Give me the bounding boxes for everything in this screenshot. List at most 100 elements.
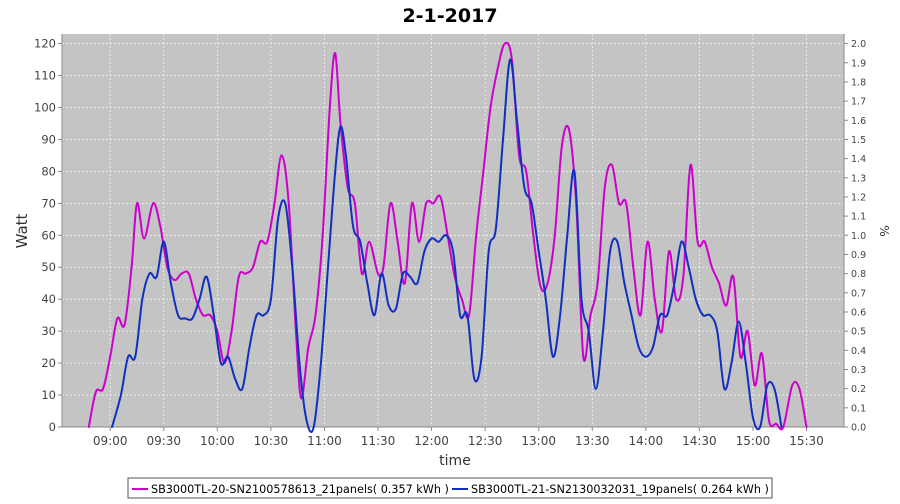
data-point <box>610 164 613 166</box>
data-point <box>102 387 105 390</box>
series-points-1 <box>87 42 808 428</box>
y-tick-label: 70 <box>41 196 56 210</box>
data-point <box>630 314 633 317</box>
data-point <box>314 314 317 317</box>
data-point <box>682 275 685 278</box>
data-point <box>639 314 642 317</box>
data-point <box>377 272 379 275</box>
y-tick-label: 120 <box>34 37 56 51</box>
y2-tick-label: 1.4 <box>851 154 866 165</box>
data-point <box>725 304 728 307</box>
data-point <box>566 234 569 237</box>
y2-tick-label: 0.4 <box>851 346 866 357</box>
data-point <box>359 240 362 243</box>
data-point <box>480 355 483 358</box>
data-point <box>352 224 354 227</box>
data-point <box>244 272 247 275</box>
data-point <box>353 202 356 205</box>
data-point <box>468 314 471 317</box>
data-point <box>141 298 144 301</box>
legend-box <box>127 477 773 499</box>
x-tick-label: 10:00 <box>200 434 235 448</box>
data-point <box>689 164 692 166</box>
y2-tick-label: 0.5 <box>851 327 866 338</box>
y2-tick-label: 1.6 <box>851 116 866 127</box>
data-point <box>305 419 308 422</box>
x-tick-label: 13:00 <box>521 434 556 448</box>
data-point <box>191 317 194 320</box>
data-point <box>177 314 180 317</box>
data-point <box>328 106 331 109</box>
data-point <box>143 237 146 240</box>
data-point <box>766 384 769 387</box>
plot-area <box>62 34 844 427</box>
data-point <box>423 250 426 253</box>
data-point <box>466 314 469 317</box>
y2-tick-label: 1.8 <box>851 77 866 88</box>
data-point <box>109 355 112 358</box>
data-point <box>596 282 599 285</box>
data-point <box>148 272 151 275</box>
data-point <box>418 240 421 243</box>
y2-tick-label: 0.8 <box>851 269 866 280</box>
data-point <box>209 314 212 317</box>
data-point <box>675 298 678 301</box>
data-point <box>291 266 294 269</box>
y-tick-label: 30 <box>41 324 56 338</box>
data-point <box>432 202 435 205</box>
data-point <box>255 314 258 317</box>
y-tick-label: 110 <box>34 69 56 83</box>
data-point <box>416 282 419 285</box>
data-point <box>673 282 676 285</box>
data-point <box>409 275 412 278</box>
data-point <box>503 42 506 45</box>
data-point <box>791 384 794 387</box>
data-point <box>237 275 240 278</box>
data-point <box>430 237 433 240</box>
data-point <box>334 170 337 173</box>
data-point <box>277 218 279 221</box>
y-tick-label: 10 <box>41 388 56 402</box>
data-point <box>687 266 690 269</box>
y2-axis-label: % <box>877 225 891 236</box>
y-tick-label: 40 <box>41 292 56 306</box>
data-point <box>602 330 604 333</box>
data-point <box>637 346 640 349</box>
data-point <box>339 122 342 125</box>
data-point <box>155 275 158 278</box>
data-point <box>205 275 208 278</box>
data-point <box>241 387 244 390</box>
data-point <box>696 240 699 243</box>
data-point <box>173 279 176 281</box>
data-point <box>452 250 454 253</box>
series-points-2 <box>111 58 783 428</box>
data-point <box>560 144 563 147</box>
data-point <box>459 314 462 317</box>
data-point <box>266 240 269 243</box>
y2-tick-label: 1.9 <box>851 58 866 69</box>
data-point <box>202 314 204 317</box>
data-point <box>552 355 554 358</box>
chart-title: 2-1-2017 <box>402 5 497 27</box>
y-tick-label: 60 <box>41 228 56 242</box>
data-point <box>187 272 190 275</box>
data-point <box>444 234 447 237</box>
data-point <box>680 240 683 243</box>
data-point <box>321 234 324 237</box>
data-point <box>111 426 113 428</box>
data-point <box>632 266 635 269</box>
y2-tick-label: 0.7 <box>851 288 866 299</box>
y2-tick-label: 1.5 <box>851 135 866 146</box>
y2-tick-label: 1.7 <box>851 97 866 108</box>
data-point <box>780 426 783 428</box>
data-point <box>130 266 133 269</box>
series-layer <box>87 41 808 434</box>
y-tick-label: 90 <box>41 132 56 146</box>
data-point <box>532 234 535 237</box>
y2-tick-label: 0.3 <box>851 365 866 376</box>
x-tick-label: 12:30 <box>468 434 503 448</box>
data-point <box>396 240 399 243</box>
data-point <box>248 346 251 349</box>
data-point <box>544 298 547 301</box>
